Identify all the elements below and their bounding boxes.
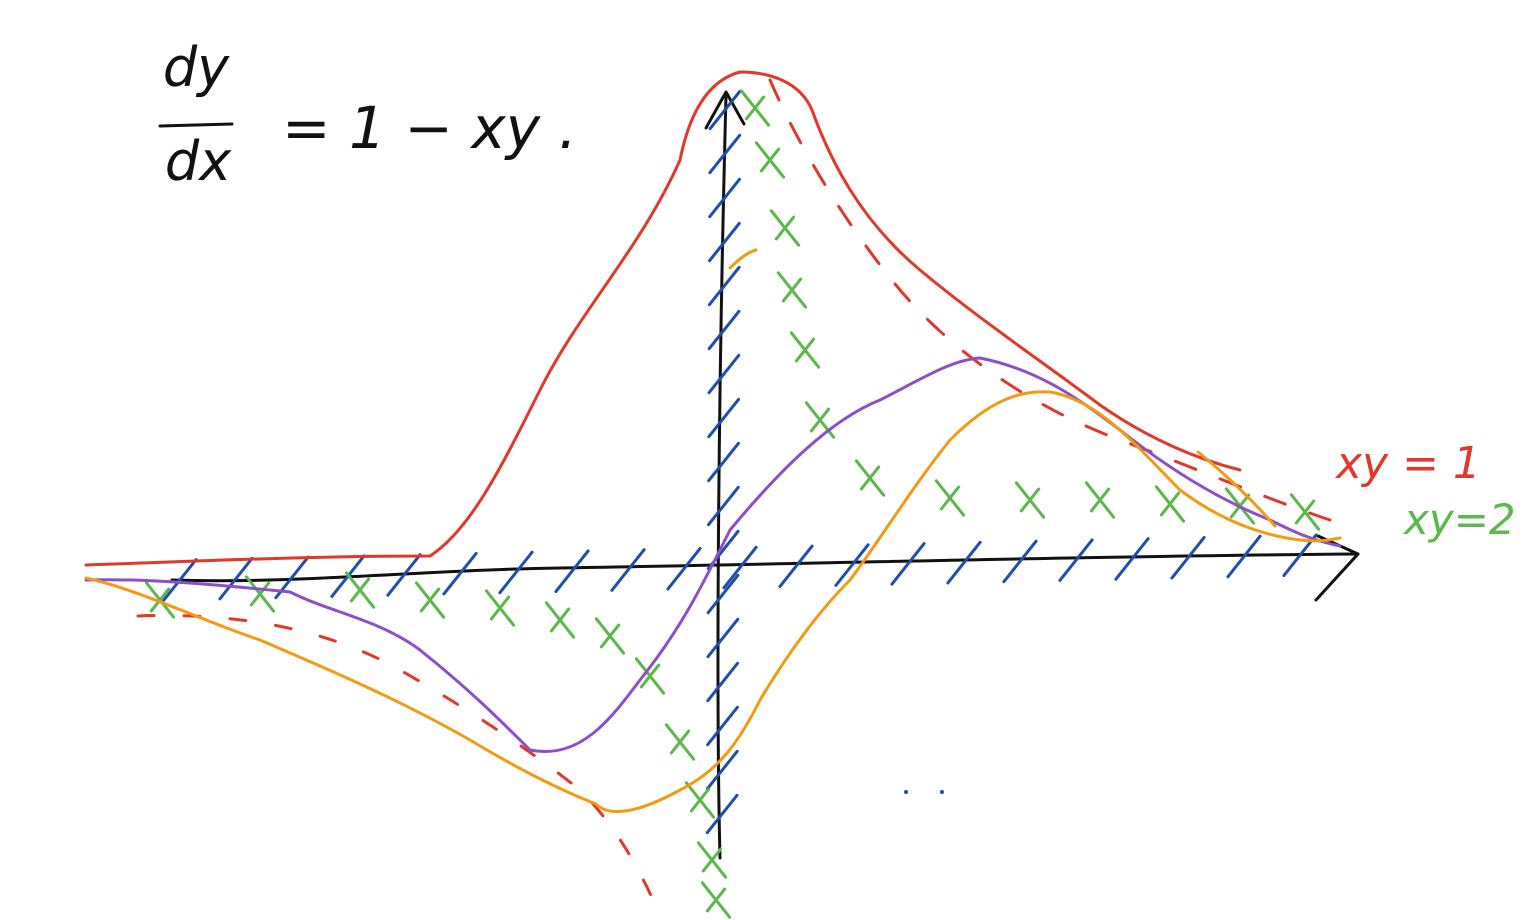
slope-mark-xy2-cross — [689, 787, 711, 813]
equation-numerator: dy — [163, 36, 230, 99]
slope-mark-y-axis — [708, 221, 741, 263]
slope-mark-x-axis — [386, 553, 422, 597]
slope-mark-y-axis — [705, 793, 739, 835]
x-axis-arrowhead — [1314, 534, 1360, 602]
slope-mark-x-axis — [1058, 538, 1094, 582]
slope-mark-y-axis — [708, 177, 741, 219]
slope-mark-x-axis — [1170, 535, 1206, 580]
slope-mark-x-axis — [722, 545, 758, 590]
label-xy2: xy=2 — [1402, 495, 1516, 544]
slope-mark-y-axis — [706, 573, 740, 615]
slope-mark-y-axis — [707, 441, 740, 483]
slope-mark-y-axis — [708, 133, 742, 175]
fraction-bar — [158, 122, 234, 128]
equation-rhs: = 1 − xy . — [282, 94, 577, 162]
slope-mark-x-axis — [554, 549, 590, 594]
slope-mark-xy2-cross — [794, 337, 816, 363]
solution-curve-orange-near-axis — [728, 248, 758, 270]
slope-mark-x-axis — [610, 548, 646, 592]
slope-mark-xy2-cross — [1294, 499, 1316, 525]
slope-mark-xy2-cross — [1089, 487, 1111, 513]
slope-mark-xy2-cross — [744, 95, 766, 121]
slope-mark-xy2-cross — [149, 587, 171, 613]
slope-mark-xy2-cross — [939, 485, 961, 511]
isocline-xy1-right-branch — [768, 78, 1332, 522]
slope-mark-xy2-cross — [599, 623, 621, 649]
slope-mark-x-axis — [498, 550, 534, 595]
slope-mark-x-axis — [666, 546, 702, 591]
slope-mark-y-axis — [707, 265, 741, 307]
x-axis — [170, 552, 1360, 583]
slope-mark-xy2-cross — [419, 587, 441, 613]
slope-mark-x-axis — [890, 542, 926, 586]
slope-mark-y-axis — [705, 749, 739, 791]
slope-mark-x-axis — [778, 544, 814, 589]
slope-mark-xy2-cross — [781, 277, 803, 303]
slope-mark-x-axis — [834, 543, 870, 587]
stray-dot — [904, 790, 908, 794]
isocline-xy1-left-branch — [136, 614, 662, 918]
axes — [170, 90, 1360, 860]
slope-mark-xy2-cross — [249, 581, 271, 607]
equation: dy dx = 1 − xy . — [158, 36, 577, 193]
slope-mark-xy2-cross — [639, 663, 661, 689]
slope-mark-y-axis — [706, 705, 739, 747]
slope-mark-xy2-cross — [489, 595, 511, 621]
solution-curve-red — [84, 70, 1242, 567]
slope-mark-x-axis — [1002, 539, 1038, 584]
slope-mark-xy2-cross — [809, 407, 831, 433]
slope-mark-xy2-cross — [549, 607, 571, 633]
slope-mark-xy2-cross — [349, 577, 371, 603]
slope-mark-y-axis — [707, 353, 741, 395]
slope-mark-xy2-cross — [701, 847, 723, 873]
slope-mark-xy2-cross — [774, 215, 796, 241]
solution-curve-orange — [84, 390, 1342, 813]
isocline-xy1 — [136, 78, 1332, 918]
slope-mark-x-axis — [1226, 534, 1262, 579]
slope-mark-y-axis — [706, 617, 740, 659]
slope-mark-x-axis — [946, 540, 982, 585]
slope-mark-xy2-cross — [705, 887, 727, 913]
slope-mark-x-axis — [162, 558, 198, 602]
y-axis-arrowhead — [704, 90, 746, 130]
slope-mark-xy2-cross — [759, 147, 781, 173]
slope-mark-y-axis — [706, 485, 740, 527]
solution-curve-orange-top — [1196, 450, 1277, 528]
slope-mark-y-axis — [707, 397, 741, 439]
slope-mark-xy2-cross — [1159, 491, 1181, 517]
slope-mark-y-axis — [706, 661, 740, 703]
stray-dot — [940, 790, 944, 794]
slope-mark-x-axis — [1114, 537, 1150, 581]
slope-mark-xy2-cross — [1019, 487, 1041, 513]
slope-marks-green — [144, 89, 1321, 919]
label-xy1: xy = 1 — [1334, 438, 1481, 489]
slope-mark-xy2-cross — [669, 729, 691, 755]
y-axis — [716, 94, 728, 860]
equation-denominator: dx — [165, 130, 232, 193]
slope-mark-x-axis — [218, 556, 254, 601]
slope-marks-blue — [162, 89, 1318, 835]
slope-mark-x-axis — [442, 551, 478, 596]
slope-mark-y-axis — [707, 309, 741, 351]
slope-mark-xy2-cross — [859, 465, 881, 491]
slope-mark-y-axis — [708, 89, 742, 131]
